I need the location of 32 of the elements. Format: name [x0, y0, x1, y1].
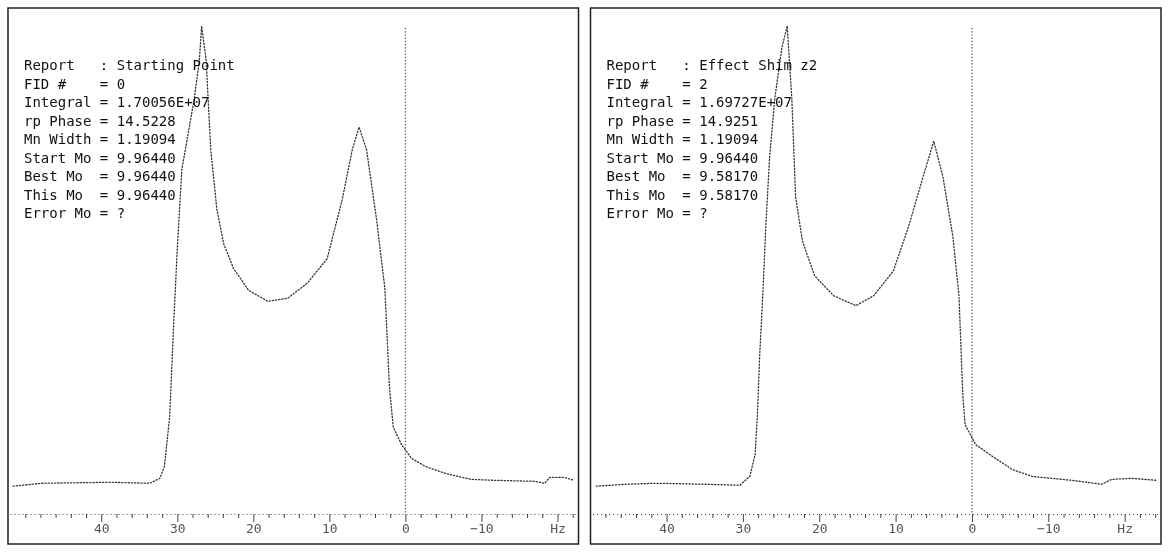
x-tick-label: 40	[93, 521, 110, 537]
x-tick-label: 10	[888, 521, 904, 537]
x-tick-label: 10	[322, 521, 338, 537]
annotation: Error Mo = ?	[606, 205, 708, 221]
x-tick-label: 20	[811, 521, 828, 537]
x-tick-label: Hz	[550, 521, 566, 537]
x-tick-label: 20	[246, 521, 262, 537]
x-tick-label: −10	[470, 521, 494, 537]
x-tick-label: 0	[402, 521, 410, 537]
x-tick-label: 0	[968, 521, 977, 537]
x-tick-label: −10	[1037, 521, 1061, 537]
annotation: Error Mo = ?	[24, 205, 126, 221]
annotation: Mn Width = 1.19094	[24, 131, 176, 147]
x-tick-label: 30	[169, 521, 186, 537]
annotation: Integral = 1.70056E+07	[24, 94, 210, 110]
annotation: Report : Starting Point	[24, 57, 235, 73]
annotation: Best Mo = 9.58170	[606, 168, 759, 184]
annotation: Start Mo = 9.96440	[606, 149, 759, 166]
annotation: Integral = 1.69727E+07	[606, 94, 792, 110]
annotation: Mn Width = 1.19094	[606, 131, 759, 147]
annotation: This Mo = 9.96440	[24, 186, 176, 203]
annotation: FID # = 0	[24, 75, 126, 92]
x-tick-label: 30	[735, 521, 752, 537]
annotation: rp Phase = 14.5228	[24, 112, 176, 129]
x-tick-label: Hz	[1117, 521, 1133, 537]
x-tick-label: 40	[659, 521, 675, 537]
annotation: FID # = 2	[606, 75, 708, 92]
annotation: Best Mo = 9.96440	[24, 168, 176, 184]
annotation: This Mo = 9.58170	[606, 186, 759, 203]
annotation: Start Mo = 9.96440	[24, 149, 176, 166]
annotation: Report : Effect Shim z2	[606, 57, 818, 73]
annotation: rp Phase = 14.9251	[606, 112, 759, 129]
